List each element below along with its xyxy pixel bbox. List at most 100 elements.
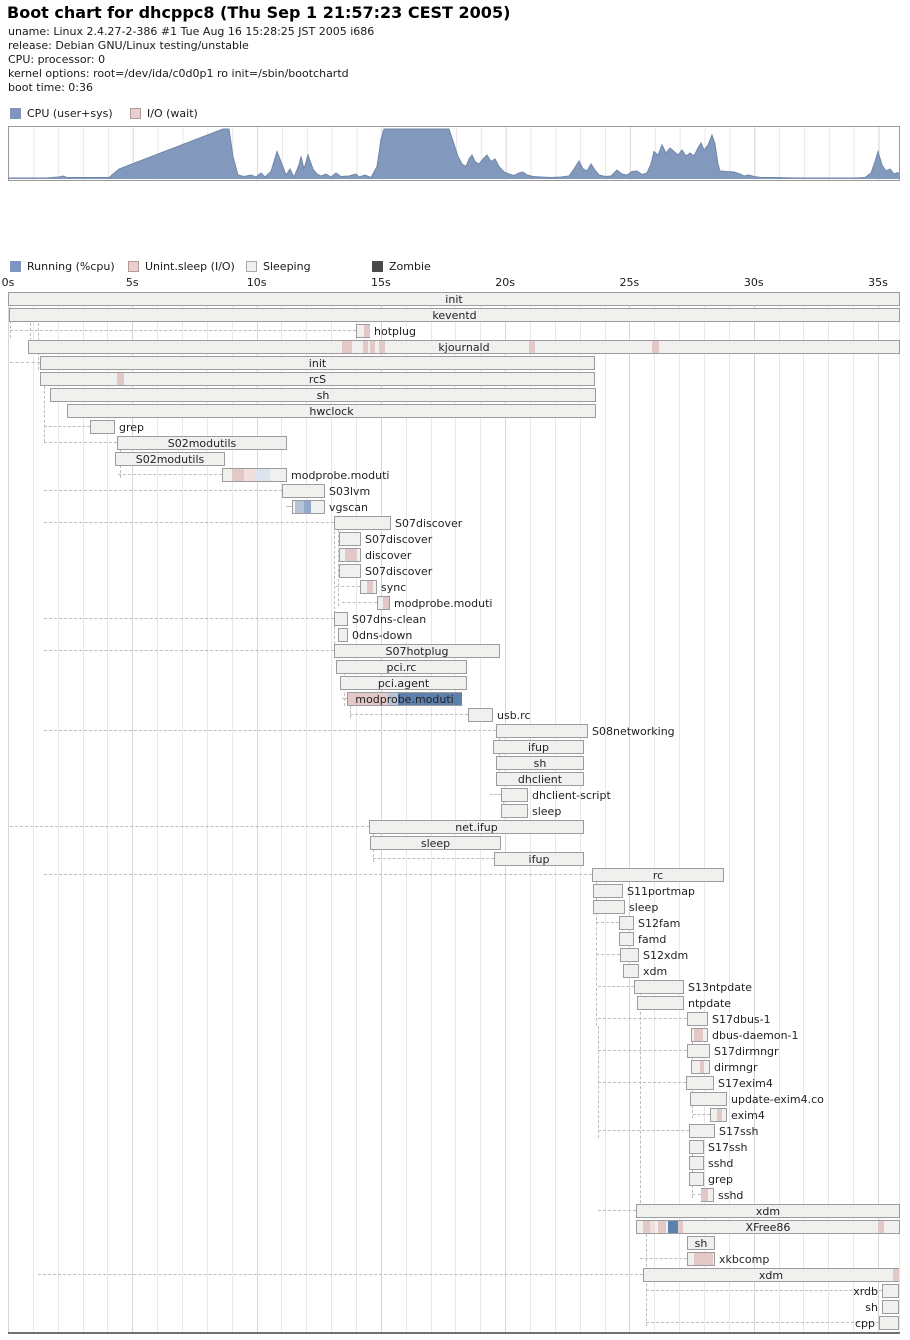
process-state-segment <box>668 1221 678 1233</box>
process-bar <box>339 548 361 562</box>
process-label: exim4 <box>731 1109 765 1122</box>
process-bar <box>67 404 596 418</box>
gridline <box>654 292 656 1332</box>
process-bar <box>292 500 325 514</box>
gridline <box>778 292 780 1332</box>
process-label: XFree86 <box>745 1221 791 1234</box>
gridline <box>728 292 730 1332</box>
process-bar <box>620 948 639 962</box>
process-state-segment <box>701 1189 708 1201</box>
process-label: update-exim4.co <box>731 1093 824 1106</box>
process-label: S11portmap <box>627 885 695 898</box>
process-label: hwclock <box>309 405 354 418</box>
process-bar <box>689 1124 715 1138</box>
process-label: ntpdate <box>688 997 732 1010</box>
process-state-segment <box>529 341 535 353</box>
process-connector <box>640 1258 687 1259</box>
process-label: S17ssh <box>708 1141 748 1154</box>
process-state-segment <box>363 341 368 353</box>
process-connector <box>373 858 494 859</box>
process-state-segment <box>370 341 375 353</box>
legend-label: Sleeping <box>263 260 311 273</box>
process-connector <box>598 1026 599 1138</box>
process-bar <box>356 324 370 338</box>
gridline <box>281 292 283 1332</box>
gridline <box>899 292 900 1332</box>
page-title: Boot chart for dhcppc8 (Thu Sep 1 21:57:… <box>7 3 511 22</box>
process-label: vgscan <box>329 501 368 514</box>
legend-label: Zombie <box>389 260 431 273</box>
gridline <box>32 292 34 1332</box>
process-label: pci.rc <box>386 661 417 674</box>
process-bar <box>687 1236 715 1250</box>
gridline <box>256 292 258 1332</box>
process-bar <box>28 340 900 354</box>
gridline <box>853 292 855 1332</box>
process-connector <box>44 650 334 651</box>
process-connector <box>44 730 496 731</box>
process-bar <box>882 1300 899 1314</box>
process-bar <box>334 612 348 626</box>
process-label: sh <box>865 1301 878 1314</box>
process-label: modprobe.moduti <box>394 597 493 610</box>
legend-item: Running (%cpu) <box>10 260 115 273</box>
process-label: sync <box>381 581 407 594</box>
system-info: uname: Linux 2.4.27-2-386 #1 Tue Aug 16 … <box>8 25 374 95</box>
cpu-usage-outline <box>9 128 900 179</box>
process-label: famd <box>638 933 667 946</box>
time-tick-label: 10s <box>246 276 267 289</box>
process-state-segment <box>717 1109 722 1121</box>
process-bar <box>619 932 634 946</box>
process-connector <box>44 618 334 619</box>
process-state-segment <box>694 1253 713 1265</box>
gridline <box>480 292 482 1332</box>
process-bar <box>496 772 584 786</box>
process-bar <box>9 308 900 322</box>
cpu-area-svg <box>9 127 900 180</box>
process-label: S07dns-clean <box>352 613 427 626</box>
process-label: sh <box>694 1237 708 1250</box>
process-bar <box>636 1204 900 1218</box>
gridline <box>430 292 432 1332</box>
process-connector <box>598 1082 686 1083</box>
process-bar <box>686 1076 714 1090</box>
process-label: dhclient-script <box>532 789 611 802</box>
process-bar <box>496 724 588 738</box>
process-bar <box>339 532 361 546</box>
process-label: discover <box>365 549 412 562</box>
process-connector <box>118 474 222 475</box>
process-bar <box>334 644 500 658</box>
process-bar <box>687 1252 715 1266</box>
process-label: S03lvm <box>329 485 371 498</box>
unint-sleep-swatch-icon <box>128 261 139 272</box>
process-label: S07discover <box>395 517 463 530</box>
process-state-segment <box>348 693 388 705</box>
process-connector <box>334 526 335 654</box>
process-state-segment <box>364 325 370 337</box>
process-state-segment <box>650 1221 655 1233</box>
process-bar <box>882 1284 899 1298</box>
process-bar <box>701 1188 714 1202</box>
process-connector <box>503 790 504 814</box>
process-bar <box>347 692 462 706</box>
time-tick-label: 30s <box>743 276 764 289</box>
process-state-segment <box>367 581 373 593</box>
process-connector <box>286 506 292 507</box>
process-connector <box>490 794 501 795</box>
gridline <box>579 292 581 1332</box>
process-label: xrdb <box>853 1285 878 1298</box>
process-connector <box>10 362 40 363</box>
process-label: grep <box>119 421 145 434</box>
process-bar <box>40 372 595 386</box>
process-bar <box>494 852 584 866</box>
process-bar <box>117 436 287 450</box>
process-label: dbus-daemon-1 <box>712 1029 799 1042</box>
process-bar <box>468 708 493 722</box>
process-state-segment <box>700 1061 704 1073</box>
process-bar <box>40 356 595 370</box>
process-bar <box>336 660 467 674</box>
process-state-segment <box>678 1221 683 1233</box>
process-label: keventd <box>432 309 477 322</box>
process-bar <box>338 628 348 642</box>
meta-line: kernel options: root=/dev/ida/c0d0p1 ro … <box>8 67 349 80</box>
